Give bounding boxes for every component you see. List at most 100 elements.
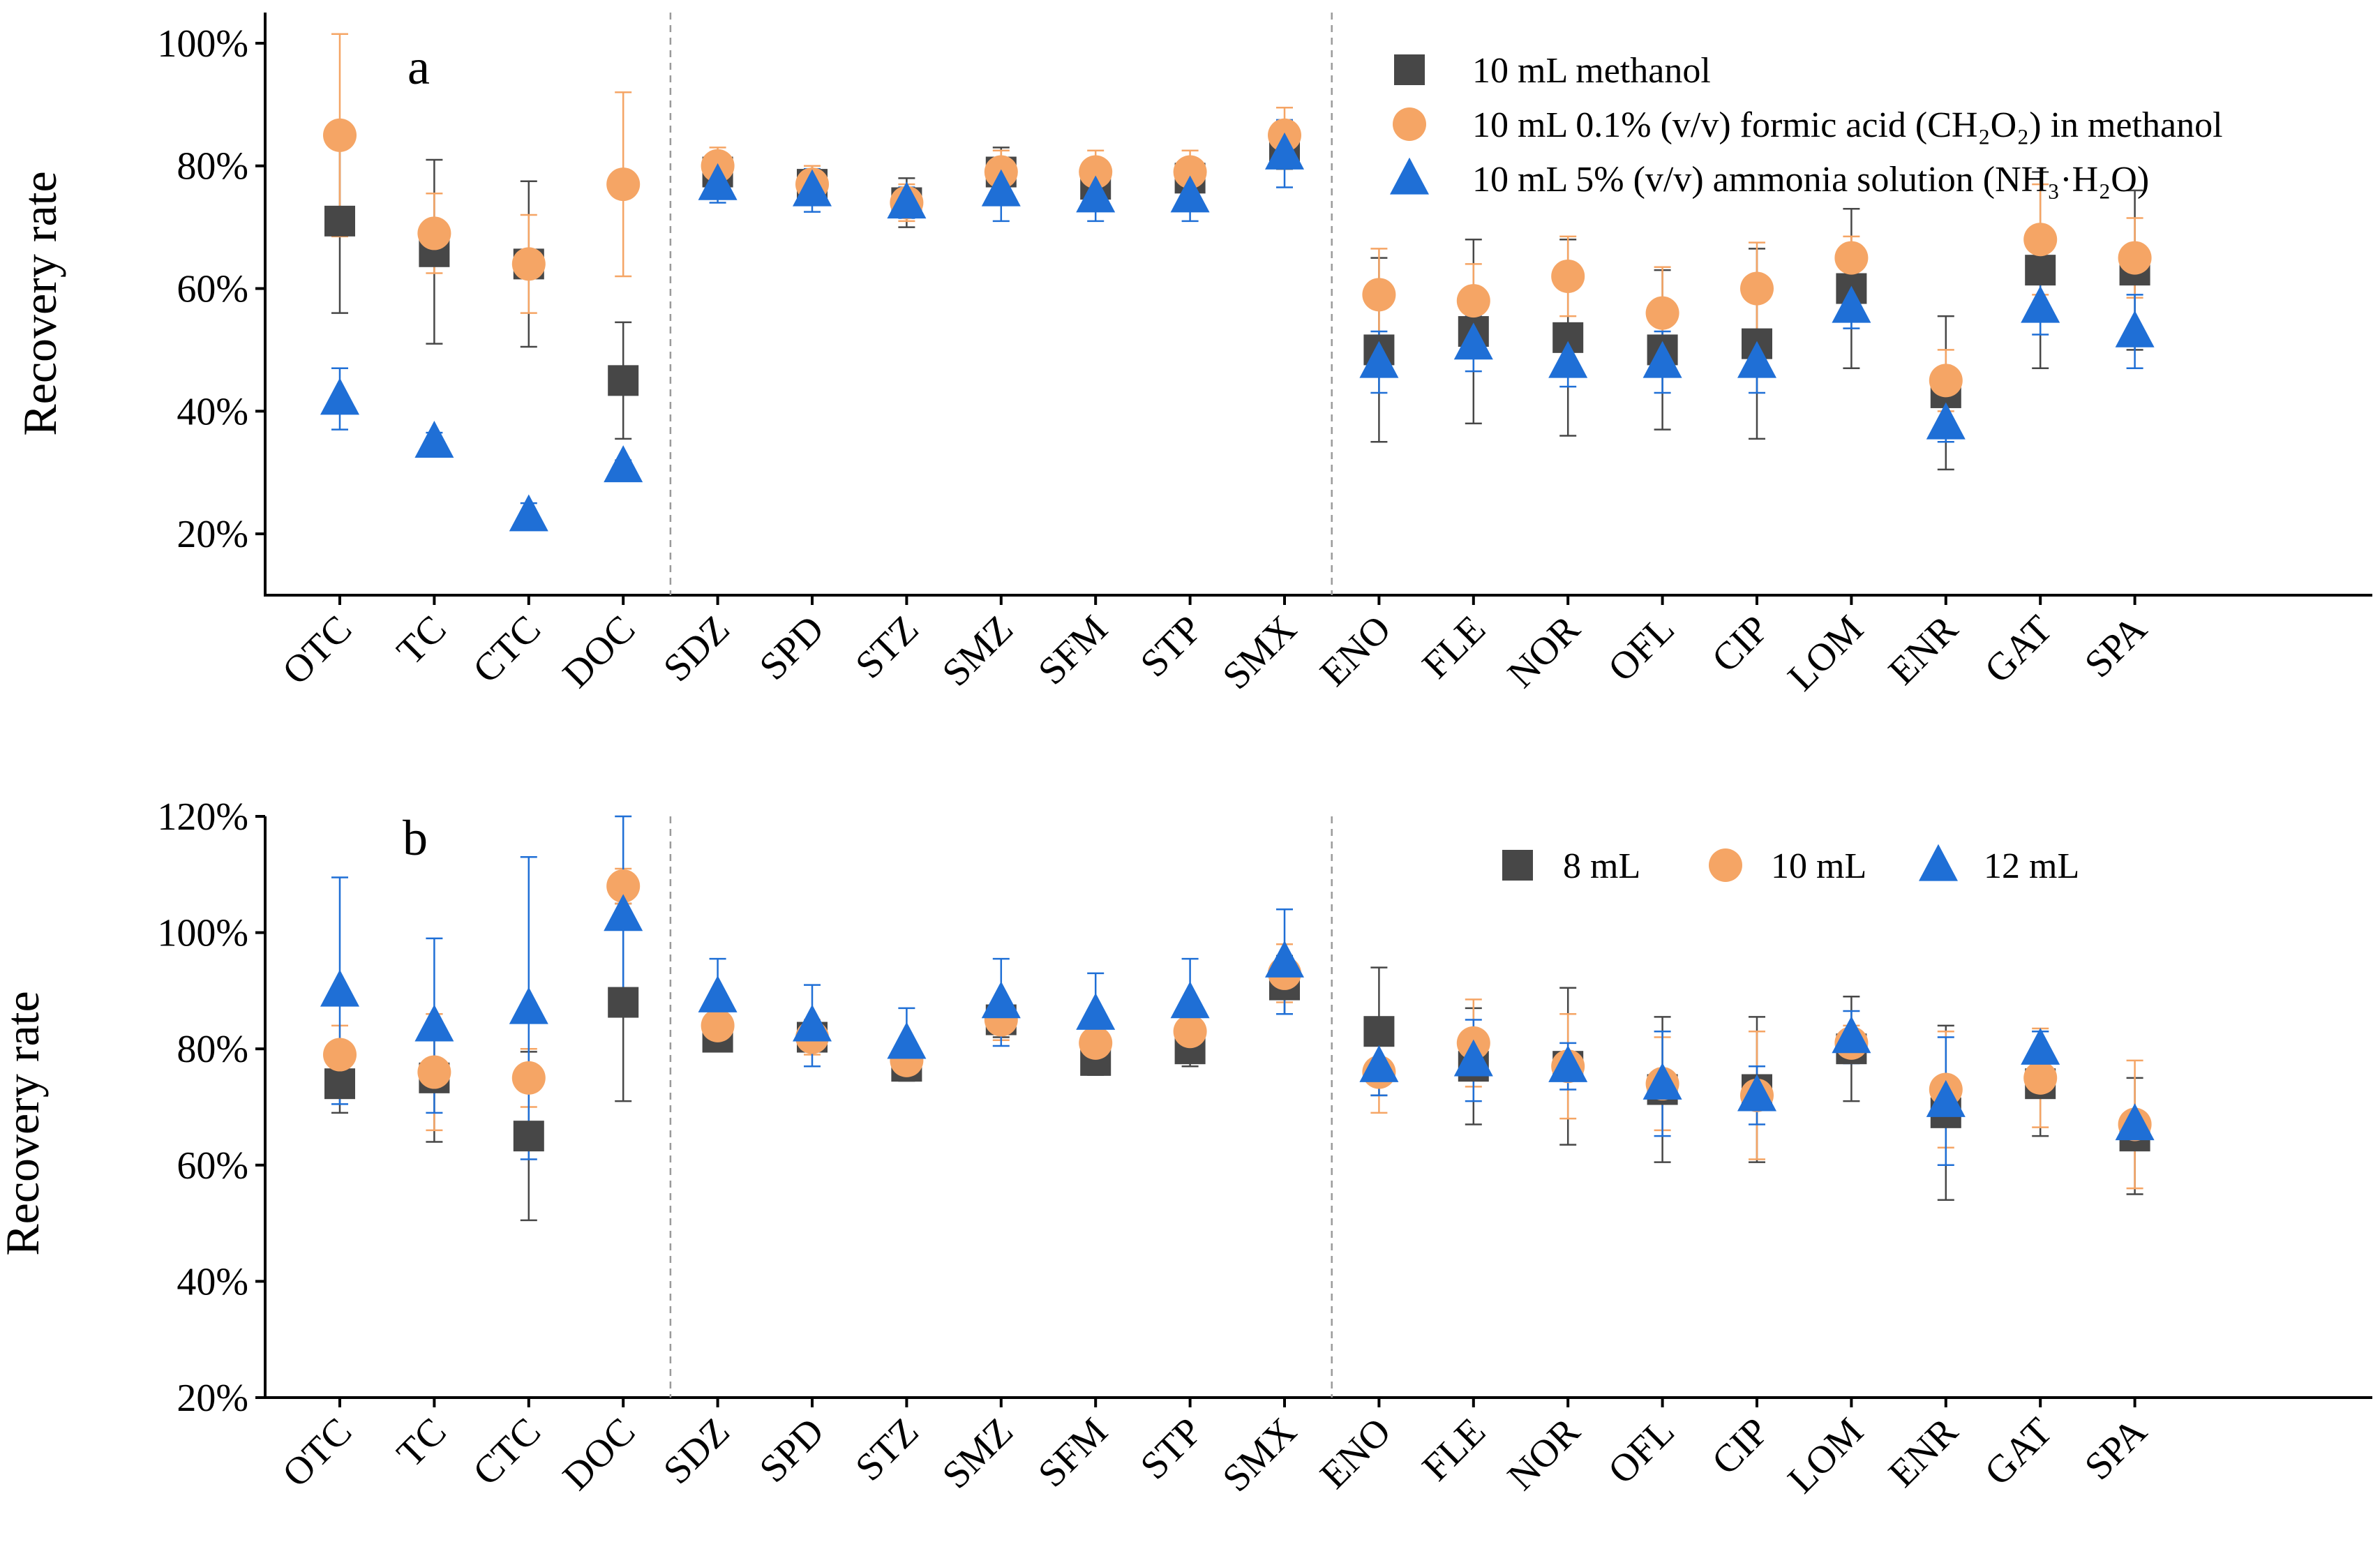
- x-tick-label: OFL: [1600, 1409, 1683, 1492]
- data-point: [414, 421, 454, 458]
- y-tick-label: 20%: [177, 513, 248, 556]
- data-point: [698, 975, 738, 1012]
- data-point: [1926, 1079, 1966, 1117]
- data-point: [2021, 285, 2060, 323]
- data-point: [1173, 155, 1207, 189]
- series-3: [331, 815, 2143, 1167]
- data-point: [701, 1008, 735, 1042]
- data-point: [604, 445, 643, 483]
- legend-marker: [1709, 848, 1742, 882]
- x-tick-label: SMZ: [934, 1409, 1021, 1497]
- data-point: [981, 169, 1021, 207]
- x-tick-label: LOM: [1780, 1409, 1872, 1502]
- x-tick-label: NOR: [1499, 607, 1589, 696]
- data-point: [324, 1068, 355, 1100]
- data-point: [793, 169, 832, 207]
- x-tick-label: ENR: [1880, 607, 1966, 693]
- legend: 8 mL 10 mL 12 mL: [1502, 844, 2079, 886]
- x-tick-label: FLE: [1414, 607, 1494, 687]
- data-point: [1645, 296, 1679, 330]
- legend-marker: [1502, 850, 1533, 881]
- series-2: [331, 33, 2143, 412]
- data-point: [1362, 278, 1396, 312]
- x-tick-label: OTC: [274, 1409, 360, 1495]
- data-point: [1076, 175, 1116, 213]
- data-point: [1737, 341, 1776, 378]
- y-axis-title: Recovery rate: [0, 991, 49, 1255]
- data-point: [1832, 1016, 1871, 1054]
- data-point: [511, 247, 546, 281]
- series-1-points: [324, 969, 2150, 1152]
- x-tick-label: SPA: [2076, 607, 2155, 686]
- x-tick-label: CIP: [1704, 1409, 1777, 1483]
- x-tick-label: OFL: [1600, 607, 1683, 690]
- data-point: [2118, 241, 2152, 275]
- data-point: [606, 869, 641, 903]
- data-point: [1929, 364, 1963, 398]
- y-tick-label: 80%: [177, 1028, 248, 1071]
- legend-marker: [1919, 844, 1958, 881]
- data-point: [2115, 310, 2155, 347]
- data-point: [1359, 1045, 1399, 1082]
- data-point: [1265, 132, 1304, 170]
- data-point: [1926, 402, 1966, 440]
- data-point: [1359, 341, 1399, 378]
- data-point: [608, 987, 639, 1018]
- data-point: [1079, 155, 1113, 189]
- x-tick-label: CIP: [1704, 607, 1777, 680]
- y-tick-label: 20%: [177, 1377, 248, 1420]
- data-point: [1737, 1074, 1776, 1112]
- x-tick-label: TC: [389, 1409, 454, 1475]
- x-tick-label: SMX: [1215, 1409, 1305, 1500]
- data-point: [1642, 1062, 1682, 1100]
- x-tick-label: SDZ: [655, 607, 738, 690]
- legend-label: 10 mL 0.1% (v/v) formic acid (CH₂O₂) in …: [1472, 105, 2223, 145]
- data-point: [1834, 241, 1869, 275]
- legend-label: 10 mL 5% (v/v) ammonia solution (NH₃·H₂O…: [1472, 160, 2149, 200]
- x-tick-label: STZ: [847, 1409, 927, 1489]
- x-tick-label: DOC: [555, 1409, 643, 1498]
- data-point: [2023, 223, 2058, 257]
- x-tick-label: SPA: [2076, 1409, 2155, 1488]
- data-point: [1363, 1016, 1395, 1047]
- data-point: [324, 205, 355, 237]
- data-point: [1265, 941, 1304, 978]
- x-tick-label: ENR: [1880, 1409, 1966, 1495]
- legend-label: 12 mL: [1984, 846, 2079, 886]
- data-point: [417, 216, 451, 250]
- data-point: [887, 1022, 927, 1059]
- x-tick-label: SMZ: [934, 607, 1021, 694]
- data-point: [2021, 1027, 2060, 1065]
- series-2: [331, 867, 2143, 1190]
- y-tick-label: 60%: [177, 1144, 248, 1188]
- y-tick-label: 100%: [157, 22, 248, 66]
- legend: 10 mL methanol 10 mL 0.1% (v/v) formic ac…: [1390, 51, 2223, 200]
- data-point: [698, 163, 738, 200]
- legend-marker: [1393, 107, 1426, 141]
- x-tick-label: CTC: [465, 1409, 549, 1494]
- series-2-points: [323, 869, 2152, 1142]
- y-tick-label: 60%: [177, 268, 248, 311]
- data-point: [1170, 981, 1210, 1019]
- data-point: [323, 1038, 357, 1072]
- panel-label: b: [403, 810, 428, 866]
- data-point: [323, 118, 357, 152]
- data-point: [2025, 255, 2056, 286]
- x-tick-label: GAT: [1977, 1409, 2061, 1494]
- data-point: [1456, 284, 1490, 318]
- x-tick-label: STZ: [847, 607, 927, 687]
- data-point: [511, 1061, 546, 1095]
- legend-marker: [1394, 54, 1425, 85]
- data-point: [1079, 1026, 1113, 1060]
- series-2-points: [323, 118, 2152, 398]
- data-point: [414, 1004, 454, 1042]
- x-tick-label: CTC: [465, 607, 549, 691]
- x-tick-label: LOM: [1780, 607, 1872, 699]
- panel-label: a: [407, 39, 430, 95]
- data-point: [1173, 1015, 1207, 1049]
- x-tick-label: SPD: [751, 1409, 832, 1490]
- data-point: [1832, 285, 1871, 323]
- series-3-points: [320, 894, 2155, 1141]
- data-point: [1740, 271, 1774, 306]
